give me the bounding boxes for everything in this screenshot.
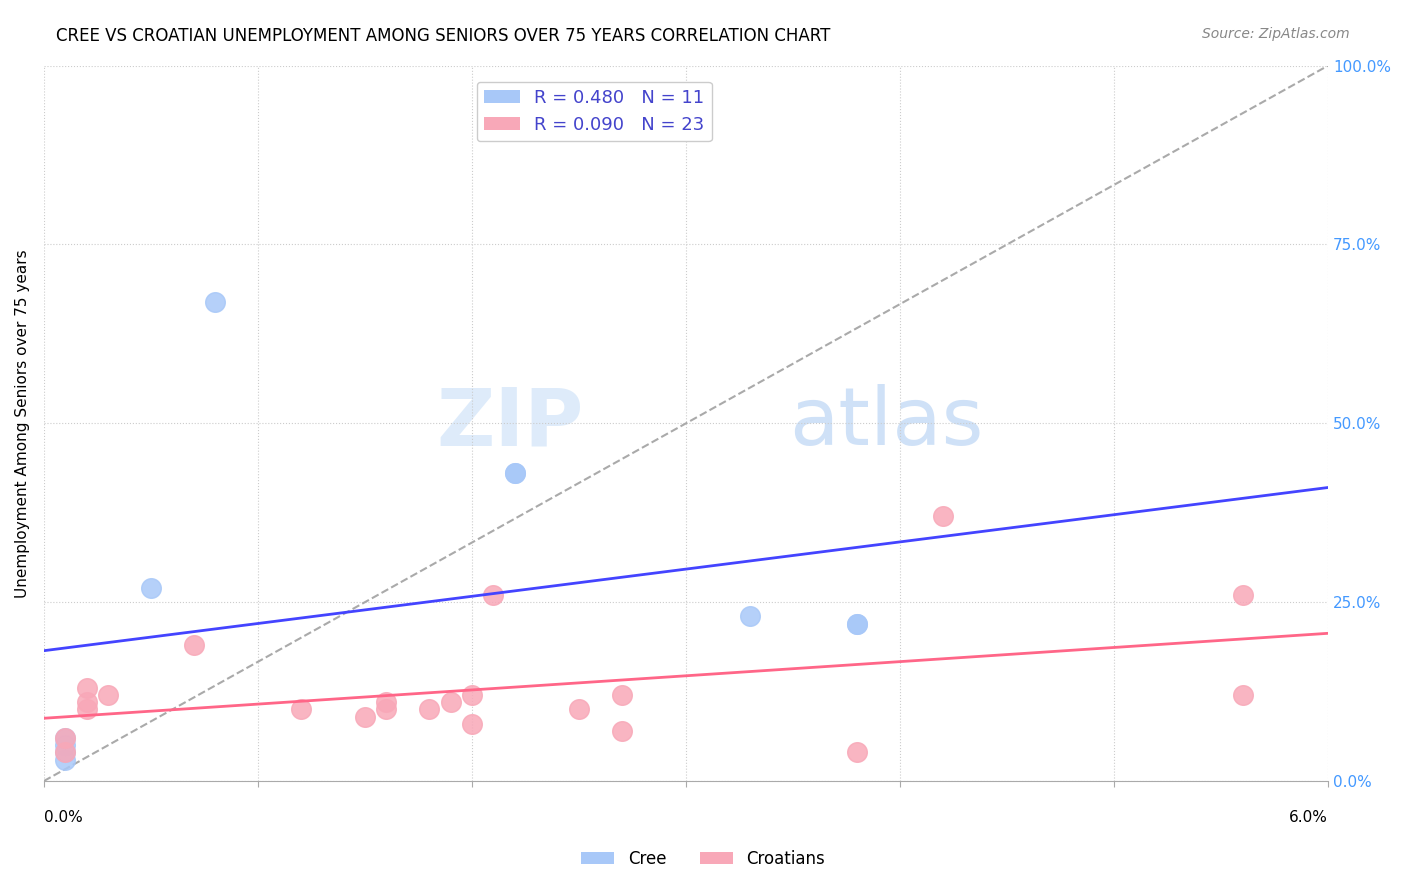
Point [53, 745, 76, 759]
Point [76, 681, 98, 695]
Point [290, 702, 312, 716]
Text: atlas: atlas [789, 384, 983, 462]
Y-axis label: Unemployment Among Seniors over 75 years: Unemployment Among Seniors over 75 years [15, 249, 30, 598]
Legend: R = 0.480   N = 11, R = 0.090   N = 23: R = 0.480 N = 11, R = 0.090 N = 23 [477, 82, 711, 141]
Point [503, 467, 526, 481]
Point [97, 688, 120, 702]
Point [503, 467, 526, 481]
Point [568, 702, 591, 716]
Point [354, 709, 377, 723]
Point [461, 688, 484, 702]
Point [204, 294, 226, 309]
Point [53, 738, 76, 752]
Point [461, 716, 484, 731]
Point [76, 695, 98, 709]
Point [375, 702, 398, 716]
Legend: Cree, Croatians: Cree, Croatians [575, 844, 831, 875]
Point [183, 638, 205, 652]
Point [439, 695, 461, 709]
Text: ZIP: ZIP [436, 384, 583, 462]
Point [1232, 688, 1254, 702]
Point [53, 731, 76, 745]
Point [53, 753, 76, 767]
Text: 6.0%: 6.0% [1289, 810, 1329, 824]
Point [846, 616, 869, 631]
Text: CREE VS CROATIAN UNEMPLOYMENT AMONG SENIORS OVER 75 YEARS CORRELATION CHART: CREE VS CROATIAN UNEMPLOYMENT AMONG SENI… [56, 27, 831, 45]
Text: 0.0%: 0.0% [44, 810, 83, 824]
Point [610, 723, 633, 738]
Point [740, 609, 762, 624]
Text: Source: ZipAtlas.com: Source: ZipAtlas.com [1202, 27, 1350, 41]
Point [418, 702, 440, 716]
Point [139, 581, 162, 595]
Point [482, 588, 505, 602]
Point [846, 745, 869, 759]
Point [1232, 588, 1254, 602]
Point [53, 745, 76, 759]
Point [932, 509, 955, 524]
Point [846, 616, 869, 631]
Point [610, 688, 633, 702]
Point [375, 695, 398, 709]
Point [76, 702, 98, 716]
Point [53, 731, 76, 745]
